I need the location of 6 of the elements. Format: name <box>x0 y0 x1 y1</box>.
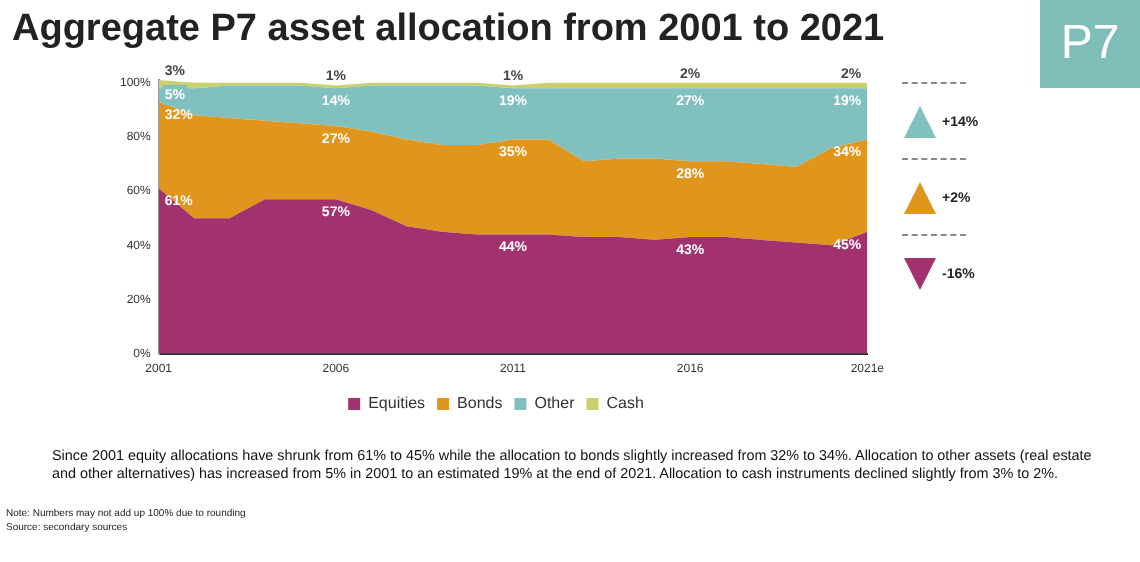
legend-label: Cash <box>606 394 644 413</box>
legend-label: Equities <box>368 394 426 413</box>
chart-title: Aggregate P7 asset allocation from 2001 to 2021 <box>12 8 885 52</box>
text: P7 <box>1040 0 1140 88</box>
legend-label: Bonds <box>457 394 503 413</box>
legend-label: Other <box>534 394 576 413</box>
